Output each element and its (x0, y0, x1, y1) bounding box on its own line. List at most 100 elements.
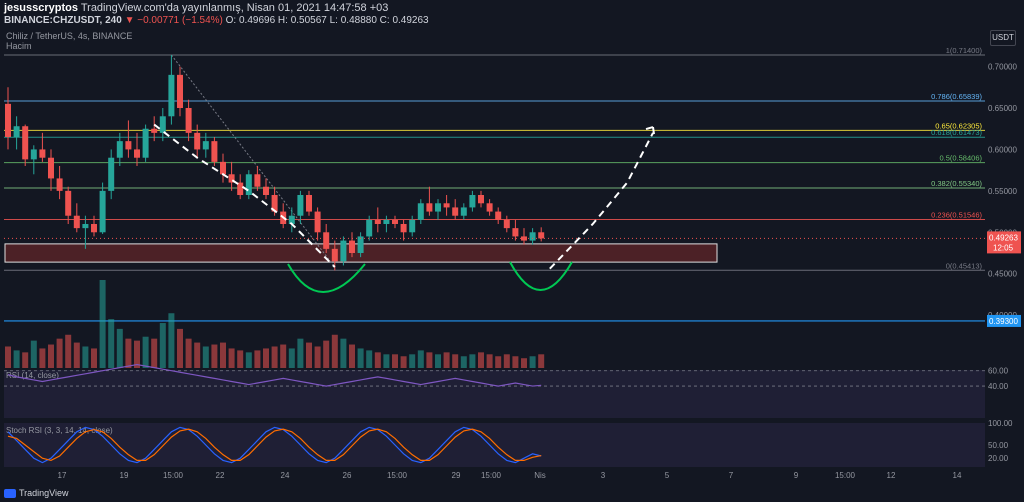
horizontal-line-label: 0.39300 (989, 317, 1018, 326)
candle (366, 219, 373, 237)
volume-bar (39, 348, 46, 368)
time-tick: 22 (216, 471, 225, 480)
stoch-k-line (7, 426, 542, 464)
time-tick: Nis (534, 471, 546, 480)
volume-bar (237, 350, 244, 368)
time-tick: 15:00 (481, 471, 502, 480)
symbol-label[interactable]: BINANCE:CHZUSDT, 240 (4, 15, 122, 26)
time-tick: 15:00 (835, 471, 856, 480)
candle (220, 161, 226, 175)
candle (48, 157, 54, 179)
projected-path-up (549, 132, 654, 270)
volume-bar (529, 356, 536, 368)
time-tick: 15:00 (163, 471, 184, 480)
volume-bar (417, 350, 424, 368)
volume-bar (469, 354, 476, 368)
volume-bar (228, 348, 235, 368)
volume-bar (254, 350, 261, 368)
time-tick: 15:00 (387, 471, 408, 480)
volume-bar (512, 356, 519, 368)
volume-bar (116, 328, 123, 368)
candle (168, 74, 175, 117)
candle (297, 195, 304, 216)
fib-level-label: 0.382(0.55340) (931, 179, 982, 188)
volume-bar (366, 350, 373, 368)
candle (159, 116, 166, 133)
candle (288, 215, 295, 224)
volume-bar (331, 334, 338, 368)
tradingview-logo[interactable]: TradingView (4, 488, 69, 499)
volume-bar (271, 346, 278, 368)
stoch-label: Stoch RSI (3, 3, 14, 14, close) (6, 426, 113, 435)
publish-info: TradingView.com'da yayınlanmış, Nisan 01… (80, 2, 389, 14)
volume-bar (357, 348, 364, 368)
candle (469, 195, 476, 208)
time-tick: 24 (281, 471, 290, 480)
candle (13, 126, 20, 137)
fib-level-label: 1(0.71400) (946, 46, 983, 55)
volume-bar (151, 338, 158, 368)
candle (340, 240, 347, 262)
volume-bar (245, 352, 252, 368)
candle (108, 157, 115, 191)
candle (538, 232, 545, 239)
stoch-tick: 50.00 (988, 441, 1009, 450)
candle (5, 103, 11, 137)
volume-bar (13, 350, 20, 368)
candle (228, 174, 235, 183)
candle (331, 248, 338, 262)
last-price-label: 0.49263 (989, 233, 1018, 242)
horizontal-line-badge (987, 314, 1021, 327)
volume-bar (48, 344, 54, 368)
candle (323, 232, 330, 249)
candle (512, 228, 519, 237)
candle (73, 215, 80, 229)
volume-bar (314, 346, 321, 368)
volume-bar (460, 356, 467, 368)
candle (194, 132, 201, 150)
volume-bar (435, 354, 441, 368)
volume-bar (125, 338, 132, 368)
volume-bar (452, 354, 459, 368)
rsi-line (7, 363, 542, 387)
candle (392, 219, 398, 224)
candle (39, 149, 46, 158)
currency-button[interactable]: USDT (990, 30, 1016, 46)
volume-bar (495, 356, 502, 368)
price-tick: 0.65000 (988, 104, 1017, 113)
candle (426, 203, 433, 212)
rsi-tick: 60.00 (988, 367, 1009, 376)
countdown-label: 12:05 (993, 243, 1014, 252)
candle (151, 128, 158, 133)
header-line-2: BINANCE:CHZUSDT, 240 ▼ −0.00771 (−1.54%)… (4, 15, 429, 26)
volume-bar (409, 354, 416, 368)
time-tick: 14 (953, 471, 962, 480)
candle (211, 141, 218, 162)
volume-bar (263, 348, 269, 368)
candle (503, 219, 510, 229)
projection-arrowhead (645, 126, 655, 135)
candle (254, 174, 261, 187)
candle (400, 224, 407, 233)
candle (22, 126, 29, 160)
volume-bar (297, 338, 304, 368)
volume-bar (177, 328, 183, 368)
price-tick: 0.45000 (988, 270, 1017, 279)
candle (142, 128, 149, 158)
author-name[interactable]: jesusscryptos (4, 2, 78, 14)
volume-bar (73, 342, 80, 368)
candle (177, 74, 183, 108)
candle (185, 108, 192, 133)
candle (237, 182, 244, 195)
volume-bar (134, 340, 140, 368)
volume-bar (486, 354, 493, 368)
volume-bar (349, 344, 355, 368)
rsi-tick: 40.00 (988, 382, 1009, 391)
time-tick: 26 (343, 471, 352, 480)
candle (495, 211, 502, 220)
volume-bar (306, 342, 312, 368)
pane-title: Chiliz / TetherUS, 4s, BINANCE (6, 31, 133, 41)
candle (125, 141, 132, 150)
candle (99, 190, 106, 233)
